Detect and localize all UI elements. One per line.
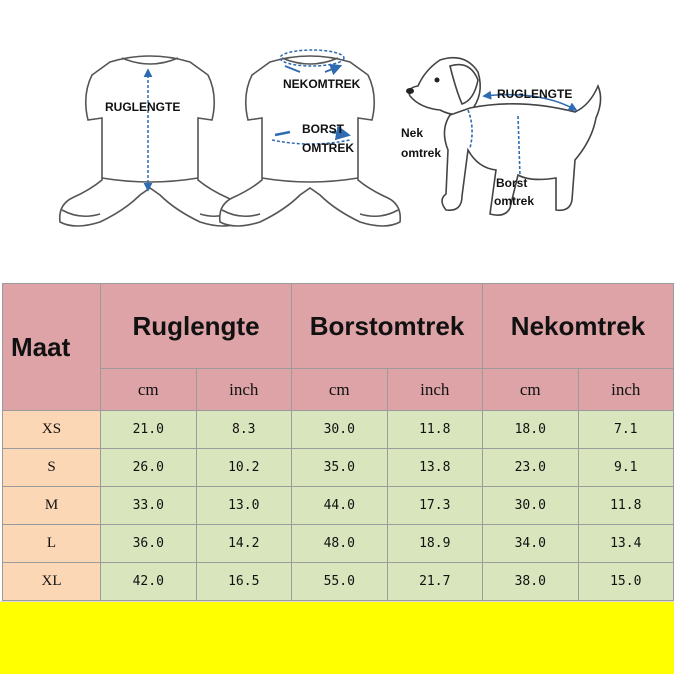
group-header: Borstomtrek xyxy=(291,283,483,369)
shirt-back: RUGLENGTE xyxy=(58,55,242,227)
value-cell: 30.0 xyxy=(291,410,388,449)
dog-neck-label-line: Nek xyxy=(401,126,423,140)
value-cell: 13.0 xyxy=(195,486,292,525)
group-header: Nekomtrek xyxy=(482,283,674,369)
dog-chest-label-line: omtrek xyxy=(494,194,534,208)
table-row: Maat Ruglengte Borstomtrek Nekomtrek xyxy=(2,283,674,411)
unit-header: inch xyxy=(195,368,292,411)
value-cell: 14.2 xyxy=(195,524,292,563)
value-cell: 7.1 xyxy=(577,410,674,449)
value-cell: 42.0 xyxy=(100,562,197,601)
value-cell: 8.3 xyxy=(195,410,292,449)
value-cell: 21.7 xyxy=(386,562,483,601)
value-cell: 23.0 xyxy=(482,448,579,487)
illustrations: RUGLENGTE NEKOMTREK BORST OMTREK RUGLENG… xyxy=(58,49,602,227)
shirt-front: NEKOMTREK BORST OMTREK xyxy=(218,49,402,227)
value-cell: 33.0 xyxy=(100,486,197,525)
value-cell: 18.0 xyxy=(482,410,579,449)
value-cell: 44.0 xyxy=(291,486,388,525)
value-cell: 55.0 xyxy=(291,562,388,601)
size-cell: S xyxy=(2,448,101,487)
dog-neck-label-line: omtrek xyxy=(401,146,441,160)
unit-header: inch xyxy=(386,368,483,411)
dog xyxy=(406,56,602,216)
chest-label-line: BORST xyxy=(302,122,345,136)
value-cell: 13.8 xyxy=(386,448,483,487)
table-row: XL 42.0 16.5 55.0 21.7 38.0 15.0 xyxy=(2,562,674,601)
value-cell: 13.4 xyxy=(577,524,674,563)
dog-back-label: RUGLENGTE xyxy=(497,87,572,101)
unit-header: cm xyxy=(291,368,388,411)
table-row: S 26.0 10.2 35.0 13.8 23.0 9.1 xyxy=(2,448,674,487)
size-cell: M xyxy=(2,486,101,525)
table-row: M 33.0 13.0 44.0 17.3 30.0 11.8 xyxy=(2,486,674,525)
unit-header: inch xyxy=(577,368,674,411)
dog-chest-label-line: Borst xyxy=(496,176,527,190)
value-cell: 18.9 xyxy=(386,524,483,563)
value-cell: 34.0 xyxy=(482,524,579,563)
size-cell: L xyxy=(2,524,101,563)
value-cell: 36.0 xyxy=(100,524,197,563)
value-cell: 16.5 xyxy=(195,562,292,601)
size-header: Maat xyxy=(2,283,101,411)
size-cell: XS xyxy=(2,410,101,449)
value-cell: 15.0 xyxy=(577,562,674,601)
table-row: cm inch cm inch cm inch xyxy=(3,368,674,411)
size-table: Maat Ruglengte Borstomtrek Nekomtrek cm inch c… xyxy=(2,283,674,601)
back-length-label: RUGLENGTE xyxy=(105,100,180,114)
group-header: Ruglengte xyxy=(100,283,292,369)
value-cell: 38.0 xyxy=(482,562,579,601)
value-cell: 17.3 xyxy=(386,486,483,525)
neck-label: NEKOMTREK xyxy=(283,77,361,91)
value-cell: 35.0 xyxy=(291,448,388,487)
footer-band xyxy=(0,601,674,674)
value-cell: 21.0 xyxy=(100,410,197,449)
value-cell: 10.2 xyxy=(195,448,292,487)
value-cell: 30.0 xyxy=(482,486,579,525)
chest-label-line: OMTREK xyxy=(302,141,354,155)
table-row: L 36.0 14.2 48.0 18.9 34.0 13.4 xyxy=(2,524,674,563)
unit-header: cm xyxy=(100,368,197,411)
table-row: XS 21.0 8.3 30.0 11.8 18.0 7.1 xyxy=(2,410,674,449)
value-cell: 9.1 xyxy=(577,448,674,487)
size-cell: XL xyxy=(2,562,101,601)
value-cell: 11.8 xyxy=(386,410,483,449)
unit-header: cm xyxy=(482,368,579,411)
value-cell: 48.0 xyxy=(291,524,388,563)
value-cell: 26.0 xyxy=(100,448,197,487)
value-cell: 11.8 xyxy=(577,486,674,525)
